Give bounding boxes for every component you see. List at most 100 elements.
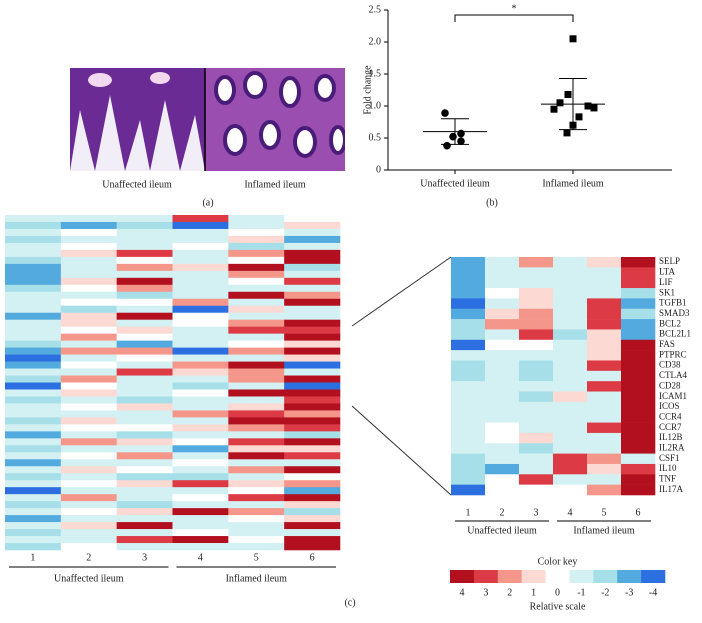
row-label: CCR7 xyxy=(659,422,682,432)
heat-cell xyxy=(284,270,341,279)
heat-cell xyxy=(172,312,229,320)
row-label: TNF xyxy=(659,474,676,484)
group-label: Inflamed ileum xyxy=(573,525,635,536)
heat-cell xyxy=(172,501,229,509)
heat-cell xyxy=(5,438,62,446)
heat-cell xyxy=(116,410,173,418)
point xyxy=(584,102,592,110)
heat-cell xyxy=(621,412,656,423)
heat-cell xyxy=(5,284,62,293)
heat-cell xyxy=(284,501,341,509)
heat-cell xyxy=(60,361,117,369)
column-label: 2 xyxy=(500,507,505,518)
heat-cell xyxy=(60,396,117,404)
heat-cell xyxy=(60,466,117,474)
heat-cell xyxy=(116,368,173,376)
row-label: SMAD3 xyxy=(659,308,690,318)
heat-cell xyxy=(116,312,173,320)
heat-cell xyxy=(621,422,656,434)
heat-cell xyxy=(60,452,117,460)
heat-cell xyxy=(553,360,588,372)
heat-cell xyxy=(172,235,229,244)
heat-cell xyxy=(172,403,229,411)
heat-cell xyxy=(60,445,117,453)
heat-cell xyxy=(5,235,62,244)
point xyxy=(563,129,571,137)
heat-cell xyxy=(5,508,62,516)
heat-cell xyxy=(116,424,173,432)
colorkey-cell xyxy=(521,570,546,583)
heat-cell xyxy=(116,515,173,523)
heat-cell xyxy=(451,484,486,496)
colorkey-label: -4 xyxy=(649,587,657,598)
heat-cell xyxy=(519,329,554,341)
heat-cell xyxy=(60,284,117,293)
column-label: 3 xyxy=(534,507,539,518)
y-tick-label: 0.5 xyxy=(369,132,382,143)
heat-cell xyxy=(621,370,656,382)
row-label: IL17A xyxy=(659,484,683,494)
heat-cell xyxy=(451,401,486,413)
point xyxy=(441,109,449,117)
heat-cell xyxy=(284,215,341,223)
heat-cell xyxy=(284,473,341,481)
heat-cell xyxy=(172,298,229,307)
heat-cell xyxy=(172,396,229,404)
heat-cell xyxy=(451,339,486,351)
heat-cell xyxy=(116,501,173,509)
heat-cell xyxy=(60,536,117,544)
heat-cell xyxy=(519,391,554,403)
heat-cell xyxy=(116,529,173,537)
heat-cell xyxy=(228,354,285,362)
heat-cell xyxy=(621,319,656,330)
heat-cell xyxy=(485,308,520,320)
row-label: IL2RA xyxy=(659,442,685,452)
heat-cell xyxy=(172,319,229,327)
heat-cell xyxy=(172,466,229,474)
colorkey-label: -3 xyxy=(625,587,633,598)
heat-cell xyxy=(228,221,285,230)
heat-cell xyxy=(587,277,622,289)
heat-cell xyxy=(284,368,341,376)
heat-cell xyxy=(5,375,62,383)
heat-cell xyxy=(553,422,588,434)
row-label: PTPRC xyxy=(659,349,687,359)
heat-cell xyxy=(60,215,117,223)
heat-cell xyxy=(116,256,173,265)
heat-cell xyxy=(60,312,117,320)
heat-cell xyxy=(485,401,520,413)
heat-cell xyxy=(5,298,62,307)
heat-cell xyxy=(172,382,229,390)
heat-cell xyxy=(60,277,117,286)
point xyxy=(550,105,558,113)
heat-cell xyxy=(228,501,285,509)
zoom-line xyxy=(351,256,452,327)
heat-cell xyxy=(60,242,117,251)
heat-cell xyxy=(5,536,62,544)
heat-cell xyxy=(228,452,285,460)
heat-cell xyxy=(587,370,622,382)
heat-cell xyxy=(284,403,341,411)
heat-cell xyxy=(553,308,588,320)
heat-cell xyxy=(519,474,554,485)
heat-cell xyxy=(587,329,622,341)
heat-cell xyxy=(621,308,656,320)
heat-cell xyxy=(60,221,117,230)
heat-cell xyxy=(116,333,173,341)
row-label: IL12B xyxy=(659,432,683,442)
row-label: ICOS xyxy=(659,401,680,411)
heat-cell xyxy=(519,308,554,320)
heat-cell xyxy=(60,263,117,272)
heat-cell xyxy=(60,494,117,502)
heat-cell xyxy=(284,529,341,537)
heat-cell xyxy=(116,277,173,286)
heat-cell xyxy=(172,438,229,446)
heat-cell xyxy=(172,424,229,432)
row-label: SELP xyxy=(659,256,680,266)
x-tick-label: Unaffected ileum xyxy=(420,178,490,189)
heat-cell xyxy=(519,288,554,299)
heat-cell xyxy=(5,515,62,523)
heat-cell xyxy=(5,277,62,286)
group-label: Unaffected ileum xyxy=(54,573,124,584)
